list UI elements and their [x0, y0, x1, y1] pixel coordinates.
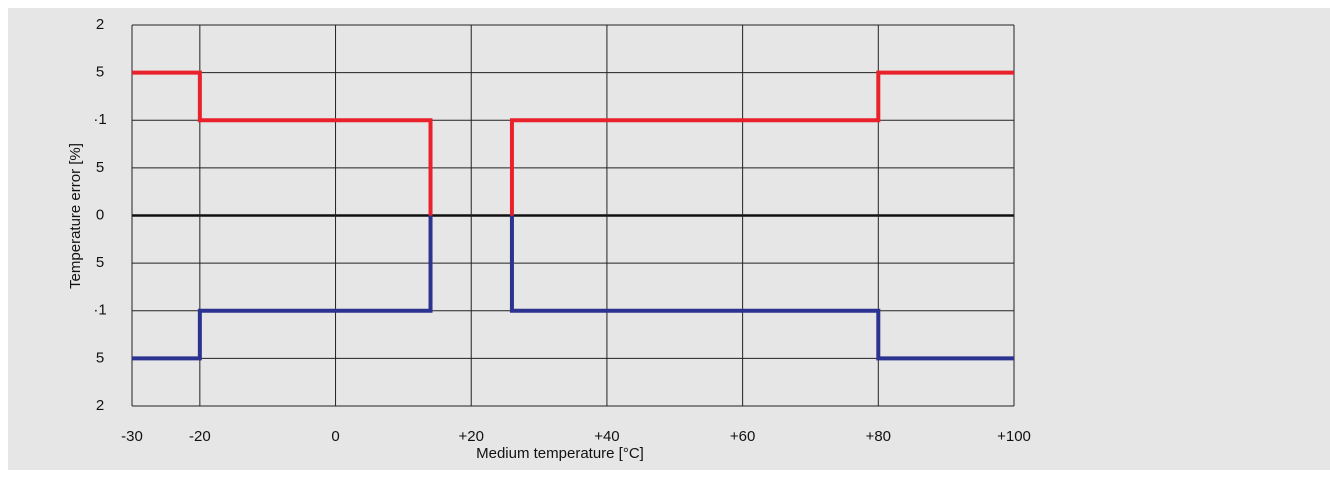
series-line [509, 215, 1014, 361]
x-tick-label: -30 [121, 428, 143, 445]
x-tick-label: +100 [997, 428, 1031, 445]
y-tick-label: ·1 [93, 111, 106, 128]
series-line [132, 215, 433, 361]
x-axis-label: Medium temperature [°C] [476, 445, 644, 462]
y-tick-label: 2 [96, 397, 104, 414]
y-tick-label: 5 [96, 349, 104, 366]
series-line [509, 70, 1014, 216]
x-tick-label: +60 [730, 428, 755, 445]
y-tick-label: 5 [96, 159, 104, 176]
x-tick-label: 0 [331, 428, 339, 445]
y-tick-label: 0 [96, 206, 104, 223]
y-tick-label: 5 [96, 64, 104, 81]
x-tick-label: +40 [594, 428, 619, 445]
y-tick-label: 2 [96, 16, 104, 33]
y-axis-label: Temperature error [%] [67, 143, 84, 289]
x-tick-label: +80 [866, 428, 891, 445]
panel [8, 8, 1330, 470]
y-tick-label: 5 [96, 254, 104, 271]
x-tick-label: +20 [459, 428, 484, 445]
series-line [132, 70, 433, 216]
x-tick-label: -20 [189, 428, 211, 445]
y-tick-label: ·1 [93, 302, 106, 319]
